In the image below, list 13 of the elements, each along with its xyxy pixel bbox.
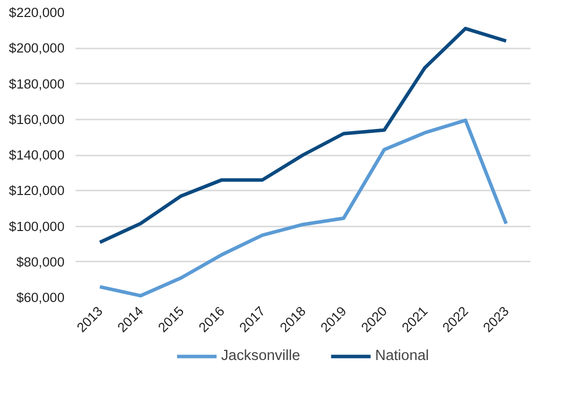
legend-label: Jacksonville <box>221 348 300 364</box>
y-tick-label: $140,000 <box>8 148 65 162</box>
y-tick-label: $160,000 <box>8 112 65 127</box>
y-tick-label: $180,000 <box>8 76 65 92</box>
line-series <box>98 26 508 244</box>
y-tick-label: $80,000 <box>16 254 65 270</box>
y-tick-label: $60,000 <box>16 290 65 305</box>
y-tick-label: $120,000 <box>8 183 65 198</box>
legend-label: National <box>375 348 429 364</box>
y-tick-label: $200,000 <box>8 40 65 56</box>
y-tick-label: $100,000 <box>8 218 65 234</box>
line-series <box>98 118 508 298</box>
y-tick-label: $220,000 <box>8 5 65 20</box>
